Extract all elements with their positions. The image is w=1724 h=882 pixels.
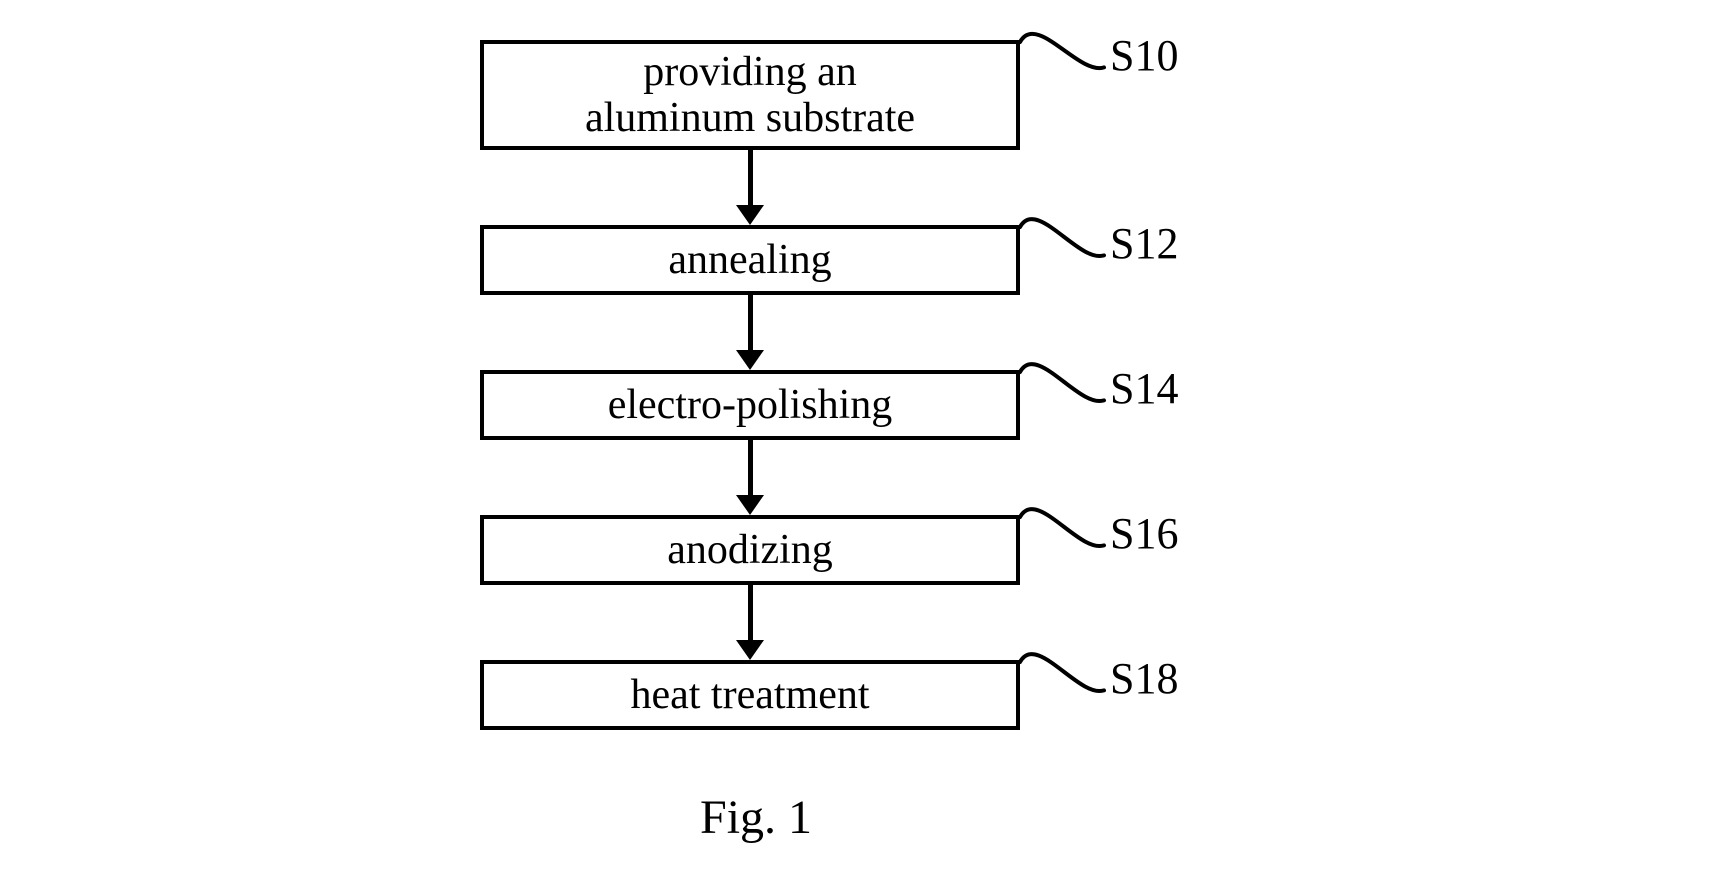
flowchart-stage: providing analuminum substrateS10anneali…	[0, 0, 1724, 882]
flowchart-node-label: electro-polishing	[608, 382, 893, 428]
leader-line-s14	[1010, 362, 1134, 430]
flowchart-node-s14: electro-polishing	[480, 370, 1020, 440]
leader-line-s18	[1010, 652, 1134, 720]
arrow-head-s10-s12	[736, 205, 764, 225]
figure-caption: Fig. 1	[700, 790, 812, 845]
arrow-head-s12-s14	[736, 350, 764, 370]
leader-line-s10	[1010, 32, 1134, 97]
flowchart-node-label: annealing	[668, 237, 831, 283]
flowchart-node-s12: annealing	[480, 225, 1020, 295]
arrow-s16-s18	[748, 585, 753, 640]
arrow-s12-s14	[748, 295, 753, 350]
arrow-s14-s16	[748, 440, 753, 495]
flowchart-node-label: anodizing	[667, 527, 833, 573]
arrow-head-s16-s18	[736, 640, 764, 660]
flowchart-node-label: heat treatment	[630, 672, 869, 718]
flowchart-node-s18: heat treatment	[480, 660, 1020, 730]
flowchart-node-s10: providing analuminum substrate	[480, 40, 1020, 150]
leader-line-s12	[1010, 217, 1134, 285]
flowchart-node-label: providing analuminum substrate	[585, 49, 915, 141]
arrow-head-s14-s16	[736, 495, 764, 515]
arrow-s10-s12	[748, 150, 753, 205]
leader-line-s16	[1010, 507, 1134, 575]
flowchart-node-s16: anodizing	[480, 515, 1020, 585]
